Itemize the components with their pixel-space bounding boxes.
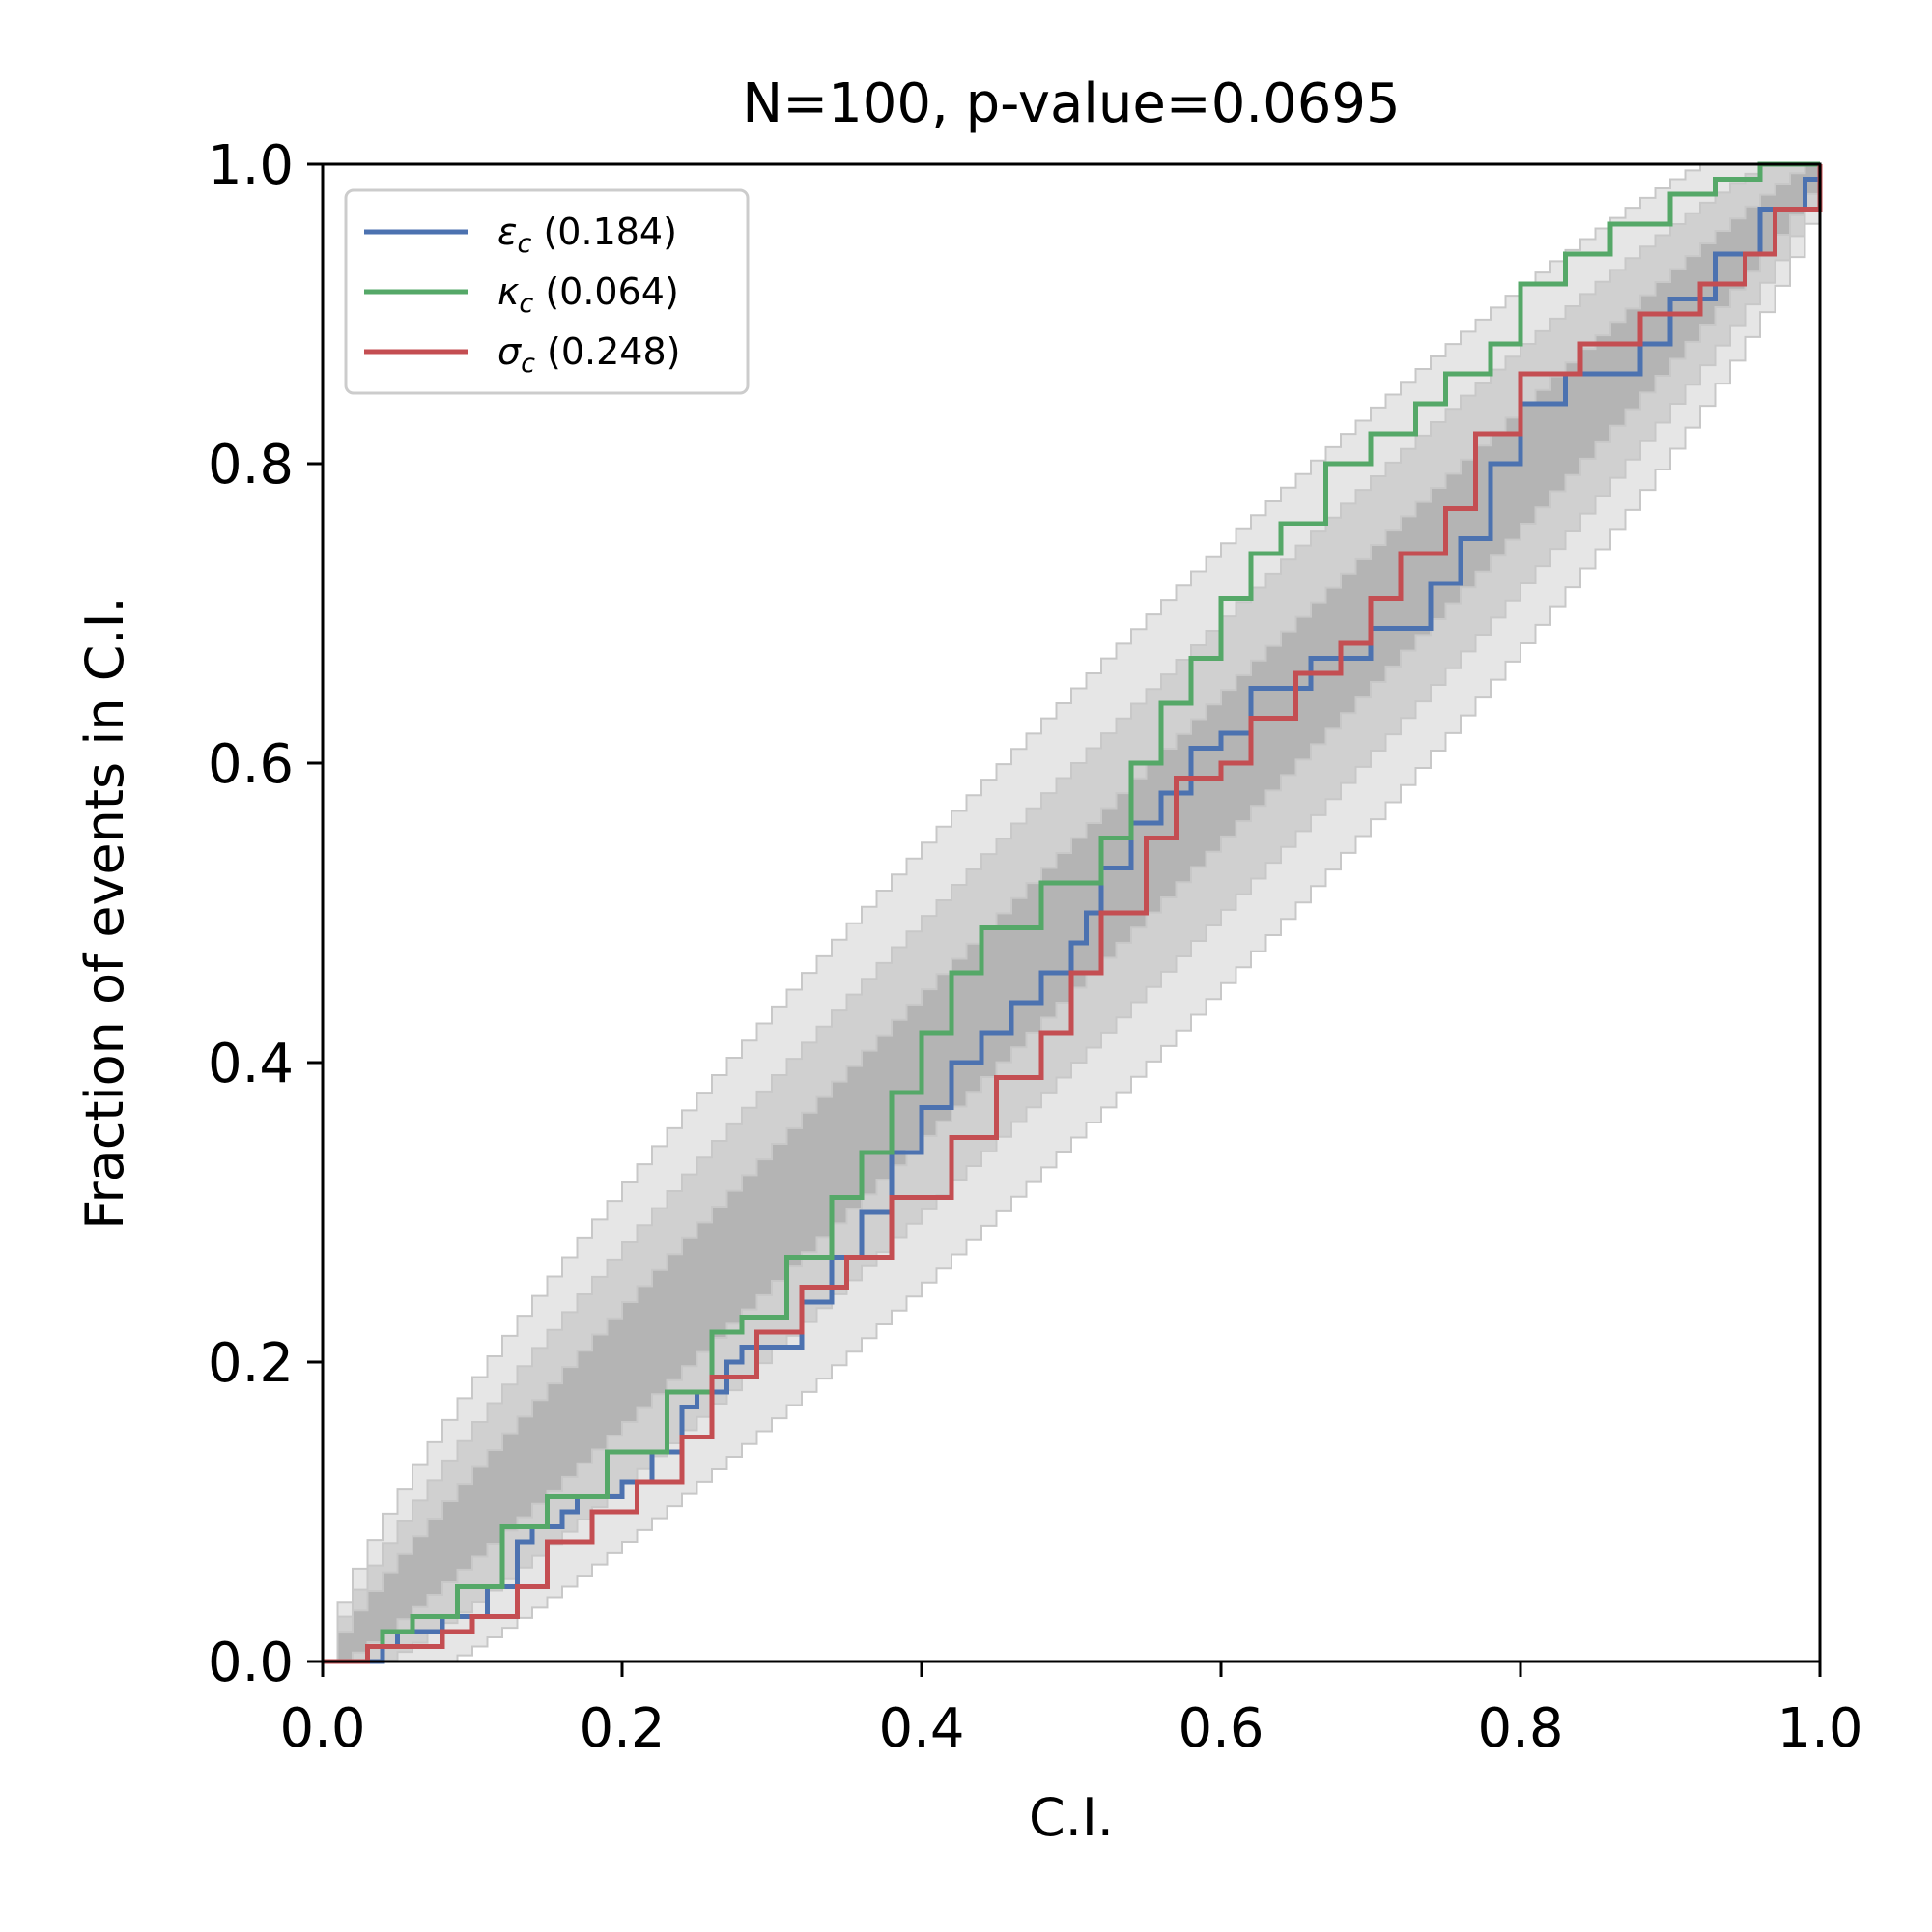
series-lines (323, 161, 1823, 1664)
legend-label: σc (0.248) (497, 330, 680, 379)
legend-box (344, 188, 750, 395)
x-tick-label: 0.8 (1477, 1697, 1563, 1760)
y-tick-label: 0.2 (208, 1332, 294, 1395)
y-tick-label: 0.0 (208, 1632, 294, 1694)
y-axis: 0.0 0.2 0.4 0.6 0.8 1.0 (208, 134, 323, 1694)
x-axis-label: C.I. (1029, 1787, 1114, 1848)
y-axis-label: Fraction of events in C.I. (74, 596, 135, 1229)
x-axis: 0.0 0.2 0.4 0.6 0.8 1.0 (279, 1662, 1863, 1760)
y-tick-label: 0.6 (208, 733, 294, 796)
x-tick-label: 0.2 (579, 1697, 665, 1760)
x-tick-label: 0.4 (878, 1697, 964, 1760)
series-line-3 (323, 164, 1823, 1664)
x-tick-label: 0.6 (1178, 1697, 1264, 1760)
legend-label: εc (0.184) (497, 211, 677, 259)
legend: εc (0.184) κc (0.064) σc (0.248) (344, 188, 750, 395)
x-tick-label: 1.0 (1776, 1697, 1862, 1760)
x-tick-label: 0.0 (279, 1697, 365, 1760)
y-tick-label: 1.0 (208, 134, 294, 197)
chart-title: N=100, p-value=0.0695 (742, 72, 1400, 135)
series-line-2 (323, 161, 1820, 1664)
series-line-1 (323, 164, 1823, 1664)
y-tick-label: 0.4 (208, 1033, 294, 1095)
legend-label: κc (0.064) (497, 270, 679, 319)
axes-frame (321, 162, 1822, 1663)
y-tick-label: 0.8 (208, 434, 294, 497)
